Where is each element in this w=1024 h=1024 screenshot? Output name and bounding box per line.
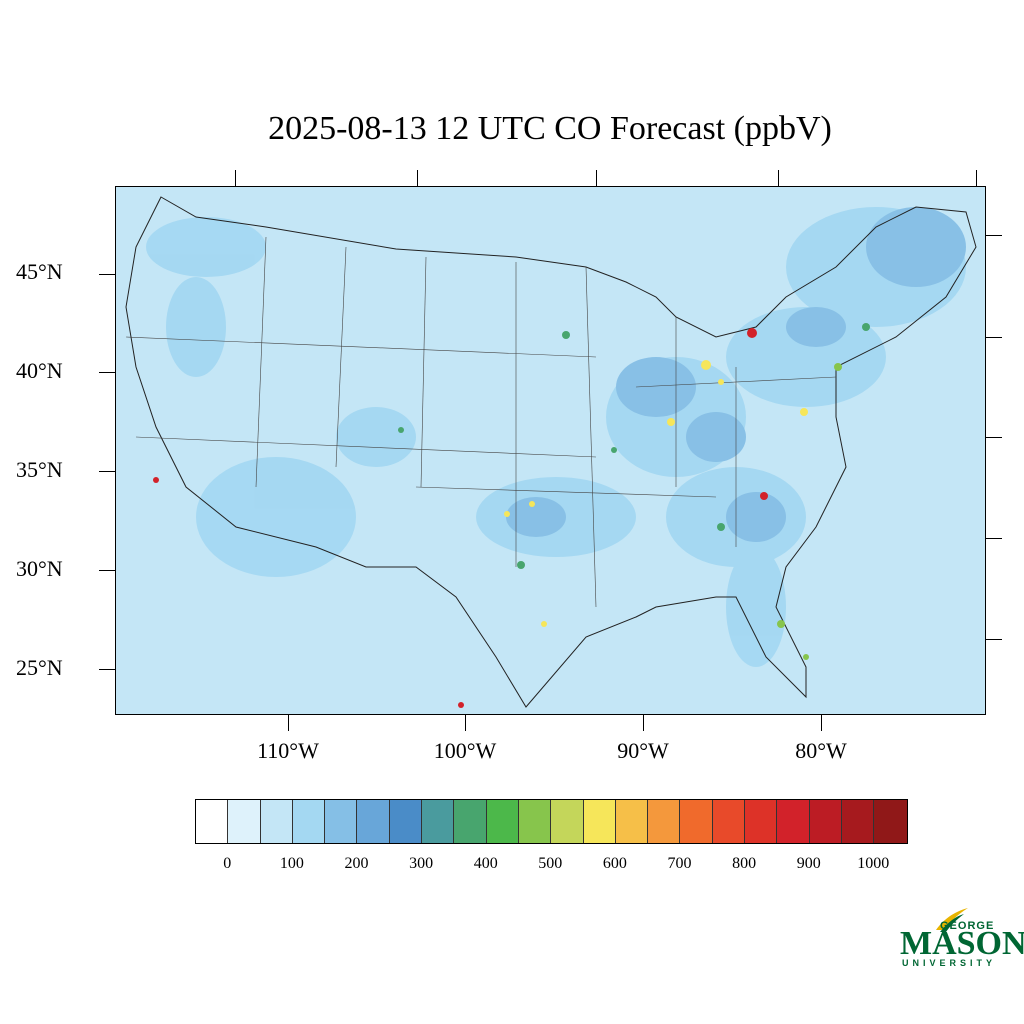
bottom-tick bbox=[288, 715, 289, 731]
chart-title: 2025-08-13 12 UTC CO Forecast (ppbV) bbox=[268, 110, 832, 147]
left-tick bbox=[99, 372, 115, 373]
colorbar-label: 500 bbox=[538, 855, 563, 872]
logo-university-text: UNIVERSITY bbox=[902, 958, 997, 968]
lat-label-30: 30°N bbox=[16, 556, 63, 581]
colorbar-swatch bbox=[389, 800, 423, 843]
colorbar-swatch bbox=[809, 800, 842, 843]
colorbar-label: 0 bbox=[223, 855, 232, 872]
colorbar-swatch bbox=[777, 800, 810, 843]
map-panel bbox=[115, 186, 986, 715]
top-tick bbox=[417, 170, 418, 186]
top-tick bbox=[235, 170, 236, 186]
top-tick bbox=[778, 170, 779, 186]
colorbar-swatch bbox=[648, 800, 681, 843]
bottom-tick bbox=[643, 715, 644, 731]
top-tick bbox=[976, 170, 977, 186]
colorbar-label: 900 bbox=[796, 855, 821, 872]
colorbar-swatch bbox=[422, 800, 455, 843]
logo-mason-text: MASON bbox=[900, 925, 1024, 962]
colorbar-label: 400 bbox=[473, 855, 498, 872]
left-tick bbox=[99, 471, 115, 472]
colorbar-swatch bbox=[615, 800, 649, 843]
concentration-field bbox=[146, 207, 966, 667]
lat-label-35: 35°N bbox=[16, 457, 63, 482]
colorbar-swatch bbox=[680, 800, 713, 843]
colorbar-label: 600 bbox=[602, 855, 627, 872]
colorbar-label: 700 bbox=[667, 855, 692, 872]
colorbar-swatch bbox=[712, 800, 746, 843]
state-lines bbox=[125, 236, 837, 608]
colorbar-swatch bbox=[486, 800, 519, 843]
gmu-logo-icon bbox=[936, 908, 968, 932]
lat-label-25: 25°N bbox=[16, 655, 63, 680]
right-tick bbox=[986, 538, 1002, 539]
colorbar-swatch bbox=[454, 800, 487, 843]
colorbar-swatch bbox=[841, 800, 875, 843]
colorbar-swatch bbox=[583, 800, 616, 843]
left-tick bbox=[99, 274, 115, 275]
colorbar-swatch bbox=[325, 800, 358, 843]
right-tick bbox=[986, 437, 1002, 438]
bottom-tick bbox=[821, 715, 822, 731]
colorbar bbox=[195, 799, 908, 844]
lon-label-80w: 80°W bbox=[795, 738, 847, 763]
bottom-tick bbox=[465, 715, 466, 731]
colorbar-label: 300 bbox=[409, 855, 434, 872]
lon-label-90w: 90°W bbox=[617, 738, 669, 763]
logo-george-text: GEORGE bbox=[940, 920, 995, 932]
lat-label-40: 40°N bbox=[16, 358, 63, 383]
hotspots bbox=[153, 323, 870, 708]
lon-label-100w: 100°W bbox=[433, 738, 497, 763]
colorbar-swatch bbox=[260, 800, 293, 843]
lat-label-45: 45°N bbox=[16, 259, 63, 284]
colorbar-swatch bbox=[196, 800, 229, 843]
left-tick bbox=[99, 570, 115, 571]
colorbar-label: 100 bbox=[279, 855, 304, 872]
right-tick bbox=[986, 337, 1002, 338]
colorbar-label: 200 bbox=[344, 855, 369, 872]
lon-label-110w: 110°W bbox=[257, 738, 319, 763]
colorbar-swatch bbox=[874, 800, 907, 843]
colorbar-swatch bbox=[228, 800, 261, 843]
colorbar-swatch bbox=[551, 800, 584, 843]
colorbar-swatch bbox=[357, 800, 390, 843]
right-tick bbox=[986, 235, 1002, 236]
left-tick bbox=[99, 669, 115, 670]
colorbar-swatch bbox=[745, 800, 778, 843]
right-tick bbox=[986, 639, 1002, 640]
us-outline bbox=[125, 196, 977, 708]
colorbar-label: 1000 bbox=[857, 855, 890, 872]
colorbar-label: 800 bbox=[732, 855, 757, 872]
colorbar-swatch bbox=[292, 800, 326, 843]
colorbar-swatch bbox=[518, 800, 552, 843]
map-canvas bbox=[125, 196, 977, 708]
top-tick bbox=[596, 170, 597, 186]
